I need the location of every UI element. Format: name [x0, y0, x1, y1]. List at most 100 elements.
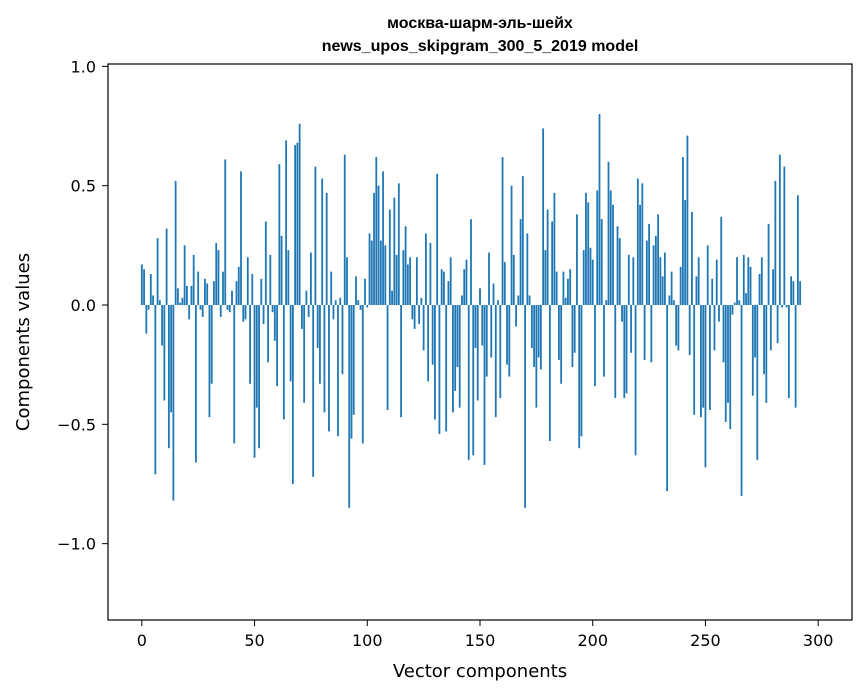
bar-274 — [758, 273, 761, 306]
bar-273 — [756, 305, 759, 461]
bar-282 — [776, 305, 779, 344]
bar-0 — [140, 264, 143, 306]
bar-215 — [625, 305, 628, 394]
bar-90 — [343, 154, 346, 306]
bar-41 — [233, 305, 236, 444]
bar-241 — [684, 200, 687, 306]
bar-13 — [170, 305, 173, 413]
bar-6 — [154, 305, 157, 475]
bar-50 — [253, 305, 256, 458]
bar-79 — [319, 305, 321, 384]
bar-66 — [289, 305, 292, 382]
bar-105 — [377, 185, 380, 306]
bar-272 — [754, 305, 756, 358]
x-tick-label: 50 — [244, 631, 264, 650]
bar-199 — [589, 247, 592, 306]
bar-276 — [763, 305, 765, 375]
bar-249 — [702, 305, 705, 408]
bar-197 — [585, 192, 587, 306]
bar-107 — [382, 171, 384, 306]
bar-63 — [282, 305, 285, 420]
bar-258 — [722, 305, 725, 363]
x-tick-label: 200 — [577, 631, 608, 650]
bar-263 — [733, 302, 736, 306]
bar-127 — [427, 305, 430, 382]
bar-218 — [632, 257, 635, 306]
bar-235 — [670, 271, 673, 306]
bar-168 — [519, 219, 522, 306]
bar-171 — [526, 233, 529, 306]
bar-280 — [772, 269, 774, 306]
bar-264 — [736, 257, 738, 306]
bar-220 — [636, 178, 639, 306]
bar-247 — [697, 257, 700, 306]
bar-156 — [492, 283, 495, 306]
bar-97 — [359, 305, 362, 310]
bar-32 — [213, 281, 215, 306]
y-tick-label: −0.5 — [57, 415, 96, 434]
bar-123 — [418, 305, 421, 325]
bar-68 — [294, 145, 297, 306]
bar-237 — [675, 305, 678, 346]
bar-49 — [251, 273, 254, 306]
bar-110 — [388, 209, 391, 306]
bar-65 — [287, 250, 290, 306]
bar-175 — [535, 305, 538, 408]
bar-161 — [503, 262, 506, 306]
bar-202 — [596, 190, 599, 306]
bar-200 — [591, 259, 594, 306]
bar-223 — [643, 305, 646, 360]
bar-75 — [310, 252, 312, 306]
bar-261 — [729, 305, 732, 430]
bar-160 — [501, 157, 504, 306]
bar-43 — [237, 266, 240, 306]
bar-219 — [634, 305, 637, 456]
bar-204 — [600, 219, 603, 306]
bar-236 — [672, 300, 675, 306]
bar-233 — [666, 305, 669, 492]
chart-subtitle: news_upos_skipgram_300_5_2019 model — [322, 38, 639, 55]
bar-255 — [715, 259, 718, 306]
bar-38 — [226, 305, 229, 310]
bar-176 — [537, 305, 540, 358]
bar-62 — [280, 235, 283, 306]
bar-35 — [219, 305, 222, 317]
axes-group: 0 50 100 150 200 250 300 −1.0 −0.5 0.0 0.5 1.0 — [57, 57, 833, 650]
bar-9 — [161, 305, 164, 346]
bar-18 — [181, 297, 184, 306]
y-tick-label: 1.0 — [71, 57, 96, 76]
bar-87 — [337, 305, 339, 437]
bar-290 — [794, 305, 797, 408]
bar-12 — [167, 305, 170, 449]
bar-72 — [303, 305, 306, 403]
bar-33 — [215, 242, 218, 306]
bar-291 — [796, 195, 799, 306]
bar-10 — [163, 305, 166, 401]
bar-39 — [228, 305, 231, 313]
bar-53 — [260, 278, 263, 306]
bar-170 — [524, 305, 526, 508]
bar-124 — [420, 297, 423, 306]
bar-126 — [424, 233, 427, 306]
bar-242 — [686, 135, 689, 306]
bar-146 — [470, 219, 472, 306]
bar-86 — [334, 300, 337, 306]
bar-240 — [682, 157, 684, 306]
bar-250 — [704, 305, 707, 468]
bar-153 — [485, 305, 488, 377]
bar-29 — [206, 283, 209, 306]
bar-271 — [751, 305, 754, 396]
bar-1 — [143, 269, 145, 306]
bar-148 — [474, 305, 477, 348]
plot-frame — [107, 63, 853, 621]
bar-213 — [621, 305, 623, 322]
bar-277 — [765, 305, 768, 403]
bar-184 — [555, 271, 558, 306]
bar-173 — [530, 305, 533, 348]
bar-164 — [510, 185, 513, 306]
bar-246 — [695, 276, 698, 306]
bar-101 — [368, 233, 371, 306]
bar-28 — [204, 278, 206, 306]
bar-260 — [727, 305, 729, 403]
